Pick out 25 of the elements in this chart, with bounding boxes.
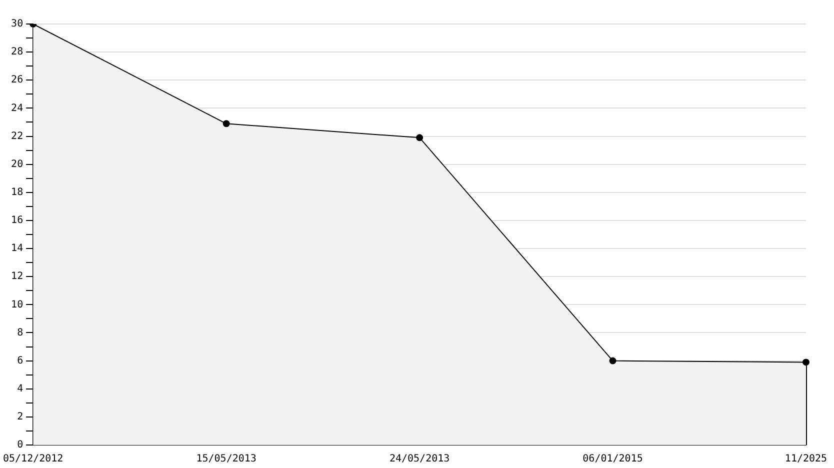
y-tick-label: 14: [11, 243, 24, 254]
point: [222, 120, 230, 128]
x-tick-label: 06/01/2015: [582, 454, 643, 465]
y-tick-label: 22: [11, 130, 24, 142]
point: [802, 358, 810, 366]
y-tick-label: 4: [17, 383, 24, 394]
y-tick-label: 24: [11, 102, 24, 114]
y-tick-label: 26: [11, 74, 24, 86]
y-tick-label: 2: [17, 412, 24, 423]
y-tick-label: 20: [11, 158, 24, 170]
y-tick-label: 0: [17, 440, 24, 451]
x-tick-label: 24/05/2013: [389, 454, 450, 465]
point: [609, 357, 616, 364]
y-tick-label: 8: [17, 327, 24, 338]
point: [416, 134, 424, 142]
y-tick-label: 28: [11, 46, 24, 58]
y-tick-label: 12: [11, 271, 24, 282]
y-tick-label: 6: [17, 355, 24, 366]
y-tick-label: 10: [11, 299, 24, 310]
y-tick-label: 16: [11, 215, 24, 226]
x-tick-label: 05/12/2012: [2, 454, 64, 465]
x-tick-label: 11/2025: [784, 454, 828, 465]
x-tick-label: 15/05/2013: [196, 454, 256, 465]
y-tick-label: 18: [11, 186, 24, 198]
y-tick-label: 30: [11, 18, 24, 30]
